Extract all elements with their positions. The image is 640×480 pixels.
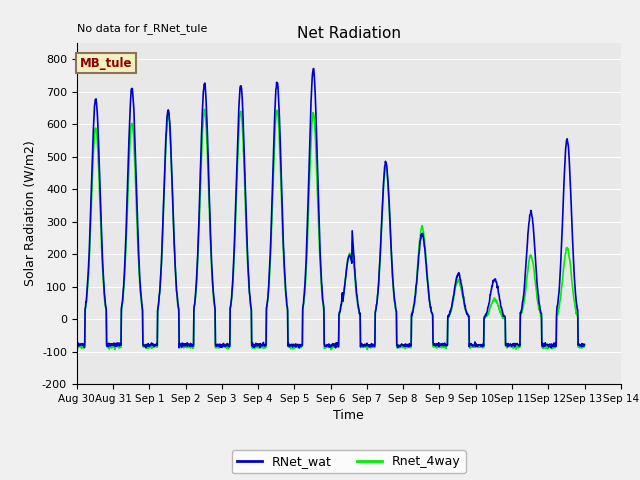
Rnet_4way — [73, 344, 81, 350]
Rnet_4way — [557, 293, 564, 299]
Rnet_4way — [501, 314, 509, 320]
Rnet_4way — [567, 268, 575, 274]
Rnet_4way — [201, 107, 209, 112]
RNet_wat — [150, 342, 157, 348]
Text: MB_tule: MB_tule — [79, 57, 132, 70]
Legend: RNet_wat, Rnet_4way: RNet_wat, Rnet_4way — [232, 450, 466, 473]
RNet_wat — [296, 345, 303, 351]
Title: Net Radiation: Net Radiation — [297, 25, 401, 41]
RNet_wat — [478, 342, 486, 348]
RNet_wat — [310, 66, 317, 72]
RNet_wat — [580, 342, 588, 348]
X-axis label: Time: Time — [333, 409, 364, 422]
Line: Rnet_4way: Rnet_4way — [77, 109, 584, 350]
Rnet_4way — [150, 343, 157, 348]
Text: No data for f_RNet_tule: No data for f_RNet_tule — [77, 23, 207, 34]
RNet_wat — [419, 230, 426, 236]
Rnet_4way — [478, 343, 486, 348]
RNet_wat — [557, 260, 564, 265]
Rnet_4way — [419, 224, 426, 229]
RNet_wat — [567, 195, 575, 201]
Rnet_4way — [327, 347, 335, 353]
RNet_wat — [73, 340, 81, 346]
Y-axis label: Solar Radiation (W/m2): Solar Radiation (W/m2) — [24, 141, 36, 287]
RNet_wat — [501, 313, 509, 319]
Rnet_4way — [580, 343, 588, 349]
Line: RNet_wat: RNet_wat — [77, 69, 584, 348]
